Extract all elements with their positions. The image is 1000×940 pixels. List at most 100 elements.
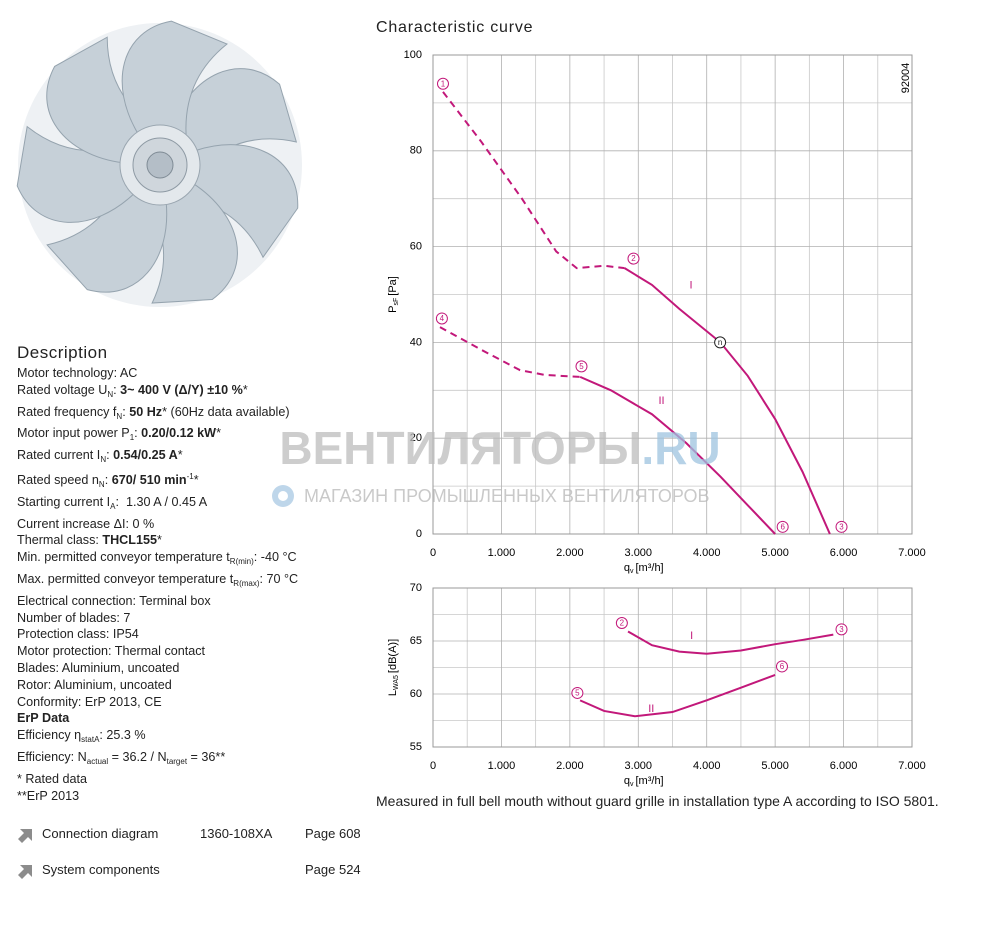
description-line: Rated speed nN: 670/ 510 min-1* bbox=[17, 469, 377, 494]
description-line: Thermal class: THCL155* bbox=[17, 532, 377, 549]
curve-annotation: I bbox=[690, 630, 693, 642]
description-line: Max. permitted conveyor temperature tR(m… bbox=[17, 571, 377, 593]
text-segment: * (60Hz data available) bbox=[162, 404, 290, 419]
text-segment: Min. permitted conveyor temperature t bbox=[17, 550, 230, 565]
plot-frame bbox=[432, 587, 913, 748]
axis-label-sub: WA5 bbox=[393, 675, 400, 690]
text-segment: : 1.30 A / 0.45 A bbox=[115, 494, 208, 509]
subscript: R(max) bbox=[233, 578, 260, 588]
description: Description Motor technology: AC Rated vo… bbox=[17, 343, 377, 804]
x-tick-label: 0 bbox=[430, 760, 436, 772]
y-tick-label: 55 bbox=[410, 741, 422, 753]
text-segment: * bbox=[242, 382, 248, 397]
bold-segment: 3~ 400 V (Δ/Y) ±10 % bbox=[120, 382, 243, 397]
axis-label-main: L bbox=[387, 690, 399, 696]
fan-image bbox=[16, 20, 302, 307]
x-tick-label: 6.000 bbox=[830, 547, 858, 559]
x-tick-label: 5.000 bbox=[761, 547, 789, 559]
point-marker bbox=[615, 616, 628, 629]
text-segment: : bbox=[104, 472, 112, 487]
x-tick-label: 7.000 bbox=[898, 547, 926, 559]
description-line: Motor input power P1: 0.20/0.12 kW* bbox=[17, 425, 377, 447]
curve-annotation: II bbox=[658, 395, 664, 407]
x-axis-label: qv [m³/h] bbox=[624, 562, 664, 575]
x-tick-label: 5.000 bbox=[761, 760, 789, 772]
curve-annotation: 2 bbox=[620, 619, 625, 628]
axis-label-main: q bbox=[624, 562, 630, 574]
axis-label-main: q bbox=[624, 775, 630, 787]
curve-annotation: 5 bbox=[575, 689, 580, 698]
description-line: Current increase ΔI: 0 % bbox=[17, 516, 155, 531]
text-segment: : 70 °C bbox=[259, 571, 299, 586]
y-tick-label: 80 bbox=[410, 145, 422, 157]
link-page: Page 608 bbox=[305, 826, 361, 841]
point-marker bbox=[714, 336, 727, 349]
point-marker bbox=[575, 360, 588, 373]
curve-annotation: n bbox=[718, 338, 722, 347]
description-line: Motor technology: AC bbox=[17, 366, 138, 380]
measurement-note: Measured in full bell mouth without guar… bbox=[376, 793, 939, 809]
description-line: Rated voltage UN: 3~ 400 V (Δ/Y) ±10 %* bbox=[17, 382, 377, 404]
axis-label-main: P bbox=[387, 306, 399, 313]
description-line: * Rated data bbox=[17, 771, 88, 786]
x-tick-label: 1.000 bbox=[488, 547, 516, 559]
text-segment: : bbox=[113, 382, 121, 397]
text-segment: Rated current I bbox=[17, 448, 101, 463]
text-segment: = 36** bbox=[187, 749, 226, 764]
description-line: Protection class: IP54 bbox=[17, 627, 139, 642]
text-segment: Max. permitted conveyor temperature t bbox=[17, 571, 234, 586]
axis-label-sub: sF bbox=[393, 298, 400, 306]
point-marker bbox=[835, 520, 848, 533]
subscript: N bbox=[107, 389, 114, 399]
text-segment: * bbox=[216, 426, 221, 441]
bold-segment: 0.54/0.25 A bbox=[113, 448, 178, 463]
y-tick-label: 65 bbox=[410, 635, 422, 647]
curve-annotation: 1 bbox=[441, 79, 446, 88]
x-tick-label: 3.000 bbox=[625, 547, 653, 559]
description-heading: Description bbox=[17, 343, 108, 362]
link-label[interactable]: Connection diagram bbox=[42, 826, 159, 841]
text-segment: Thermal class: bbox=[17, 533, 103, 548]
subscript: N bbox=[98, 479, 105, 489]
y-tick-label: 100 bbox=[404, 49, 422, 61]
x-tick-label: 2.000 bbox=[556, 760, 584, 772]
chart: 0 1.000 2.000 3.000 4.000 5.000 6.000 7.000 0 20 4… bbox=[387, 49, 926, 575]
bold-segment: 0.20/0.12 kW bbox=[141, 426, 217, 441]
description-line: Blades: Aluminium, uncoated bbox=[17, 660, 180, 675]
point-marker bbox=[436, 77, 449, 90]
text-segment: = 36.2 / N bbox=[108, 749, 167, 764]
text-segment: Motor input power P bbox=[17, 426, 130, 441]
description-line: Electrical connection: Terminal box bbox=[17, 593, 211, 608]
fan-blade bbox=[121, 20, 228, 143]
x-tick-label: 4.000 bbox=[693, 760, 721, 772]
link-icon bbox=[18, 829, 32, 843]
chart-code: 92004 bbox=[900, 63, 912, 94]
bold-segment: THCL155 bbox=[102, 533, 157, 548]
x-tick-label: 6.000 bbox=[830, 760, 858, 772]
y-axis-label: LWA5 [dB(A)] bbox=[387, 639, 400, 696]
x-tick-label: 3.000 bbox=[625, 760, 653, 772]
y-tick-label: 20 bbox=[410, 432, 422, 444]
subscript: N bbox=[100, 455, 107, 465]
axis-label-unit: [m³/h] bbox=[636, 775, 664, 787]
point-marker bbox=[571, 686, 584, 699]
superscript: -1 bbox=[186, 471, 194, 481]
text-segment: Rated frequency f bbox=[17, 404, 117, 419]
text-segment: : bbox=[122, 404, 130, 419]
y-tick-label: 60 bbox=[410, 688, 422, 700]
link-page: Page 524 bbox=[305, 862, 361, 877]
axis-label-sub: v bbox=[630, 568, 634, 575]
description-line: Min. permitted conveyor temperature tR(m… bbox=[17, 549, 377, 571]
description-line: Rotor: Aluminium, uncoated bbox=[17, 677, 172, 692]
plot-frame bbox=[432, 54, 913, 535]
point-marker bbox=[776, 520, 789, 533]
link-code: 1360-108XA bbox=[200, 826, 273, 841]
text-segment: : -40 °C bbox=[253, 550, 297, 565]
description-line: Rated current IN: 0.54/0.25 A* bbox=[17, 447, 377, 469]
link-label[interactable]: System components bbox=[42, 862, 160, 877]
arrow-icon bbox=[18, 829, 32, 843]
text-segment: : bbox=[134, 426, 142, 441]
axis-label-unit: [m³/h] bbox=[636, 562, 664, 574]
x-tick-label: 2.000 bbox=[556, 547, 584, 559]
